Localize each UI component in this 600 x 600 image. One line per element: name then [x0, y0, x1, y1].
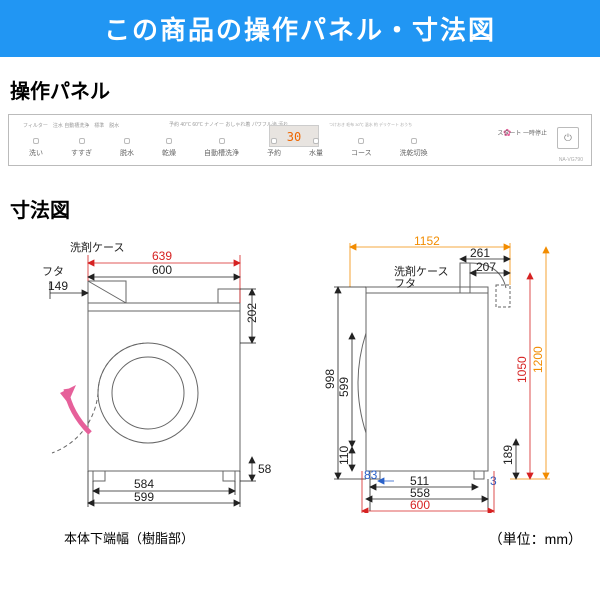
dim-110: 110: [337, 446, 351, 465]
btn-water: 水量: [309, 148, 323, 158]
page-banner: この商品の操作パネル・寸法図: [0, 0, 600, 57]
dim-599: 599: [337, 377, 351, 397]
dim-207: 207: [476, 260, 496, 274]
dim-58: 58: [258, 462, 272, 476]
model-number: NA-VG790: [559, 157, 583, 163]
panel-tiny-right: つけおき 毛布 30℃ 温水 約 デリケート おうち: [329, 123, 412, 128]
dim-83: 83: [364, 468, 378, 482]
dim-599: 599: [134, 490, 154, 504]
dim-584: 584: [134, 477, 154, 491]
dim-600: 600: [152, 263, 172, 277]
dim-189: 189: [501, 445, 515, 465]
power-button-icon: ⏻: [557, 127, 579, 149]
btn-tub: 自動槽洗浄: [204, 148, 239, 158]
dim-639: 639: [152, 249, 172, 263]
btn-rinse: すすぎ: [71, 148, 92, 158]
dim-998: 998: [323, 369, 337, 389]
btn-wash: 洗い: [29, 148, 43, 158]
side-view-svg: 1152 261 207 洗剤ケース フタ 998 599 110 83 120…: [310, 233, 580, 513]
btn-mode: 洗乾切換: [400, 148, 428, 158]
bottom-width-label: 本体下端幅（樹脂部）: [64, 528, 194, 547]
front-case-label2: フタ: [42, 265, 64, 278]
dim-202: 202: [245, 303, 259, 323]
front-view-svg: 639 600 149 202 58 584 599 洗剤ケース フタ: [30, 233, 285, 513]
control-panel-figure: フィルター 注水 自動槽洗浄 標準 脱水 予約 40℃ 60℃ ナノイー おしゃ…: [0, 114, 600, 176]
dim-1152: 1152: [414, 234, 440, 248]
section-title-panel: 操作パネル: [0, 57, 600, 114]
dimension-diagrams: 639 600 149 202 58 584 599 洗剤ケース フタ: [0, 233, 600, 553]
unit-label: （単位：mm）: [489, 529, 582, 549]
btn-timer: 予約: [267, 148, 281, 158]
section-title-dimensions: 寸法図: [0, 176, 600, 233]
side-view: 1152 261 207 洗剤ケース フタ 998 599 110 83 120…: [310, 233, 565, 523]
front-case-label: 洗剤ケース: [70, 240, 124, 254]
btn-spin: 脱水: [120, 148, 134, 158]
start-pause-label: スタート 一時停止: [497, 131, 547, 138]
seven-seg-display: 30: [269, 125, 319, 147]
dim-1200: 1200: [531, 346, 545, 373]
dim-1050: 1050: [515, 356, 529, 383]
panel-tiny-left: フィルター 注水 自動槽洗浄 標準 脱水: [23, 123, 119, 130]
btn-course: コース: [351, 148, 372, 158]
side-case-label2: フタ: [394, 277, 416, 290]
dim-149: 149: [48, 279, 68, 293]
side-case-label: 洗剤ケース: [394, 264, 448, 278]
dim-3: 3: [490, 474, 497, 488]
dim-261: 261: [470, 246, 490, 260]
panel-button-row: 洗い すすぎ 脱水 乾燥 自動槽洗浄 予約 水量 コース 洗乾切換: [29, 148, 501, 158]
control-panel: フィルター 注水 自動槽洗浄 標準 脱水 予約 40℃ 60℃ ナノイー おしゃ…: [8, 114, 592, 166]
dim-600r: 600: [410, 498, 430, 512]
front-view: 639 600 149 202 58 584 599 洗剤ケース フタ: [30, 233, 285, 523]
btn-dry: 乾燥: [162, 148, 176, 158]
